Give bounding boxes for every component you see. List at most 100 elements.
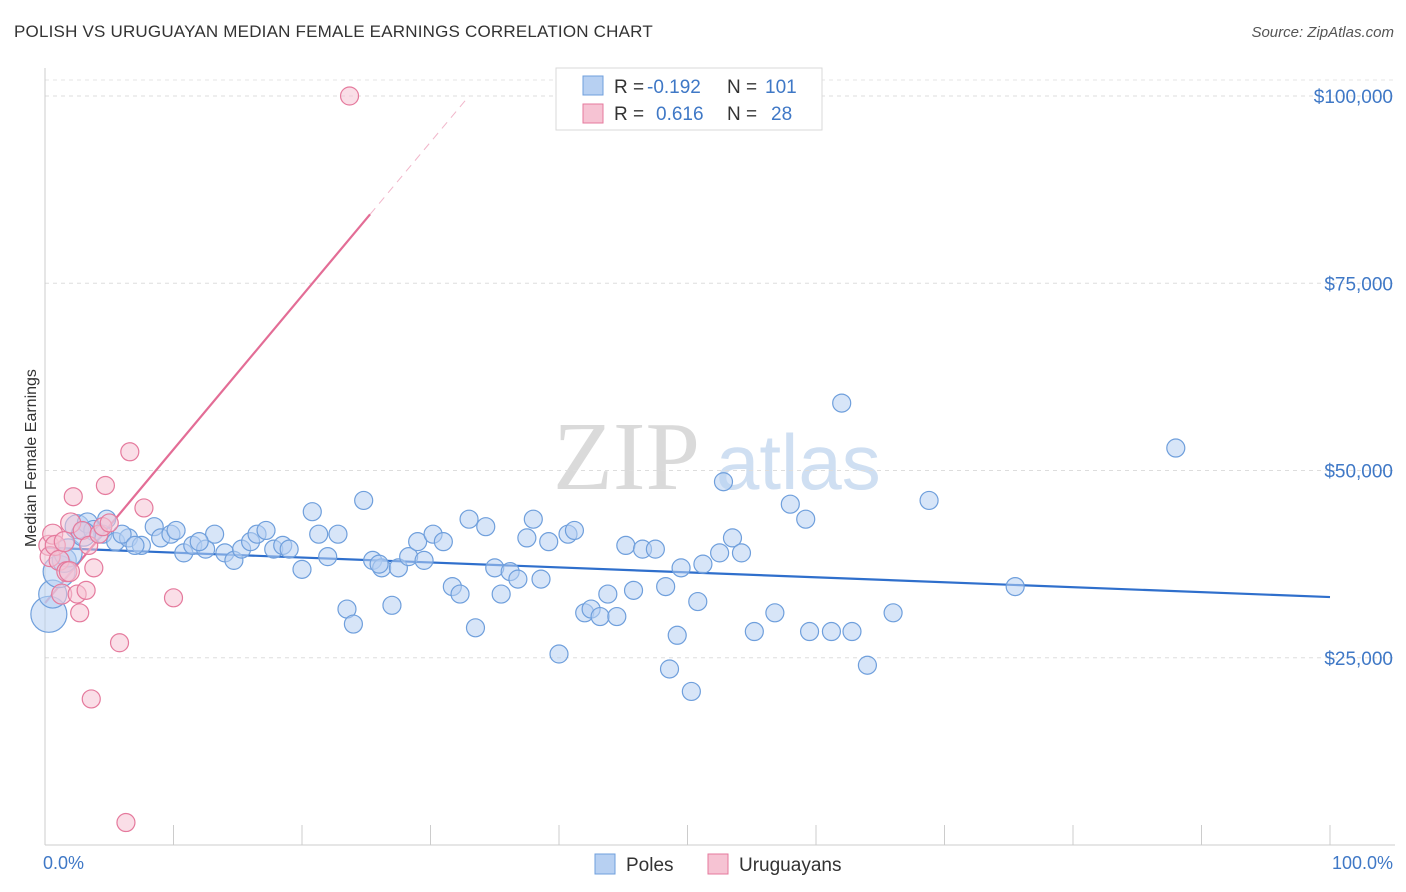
poles-point-32	[309, 524, 329, 544]
poles-point-16	[166, 520, 186, 541]
poles-point-80	[713, 472, 734, 492]
gridlines	[45, 79, 1395, 659]
poles-point-97	[112, 524, 132, 544]
poles-point-55	[508, 569, 528, 589]
y-tick-label-3: $100,000	[1314, 87, 1393, 108]
uruguayans-point-14	[76, 580, 96, 600]
legend-swatch-poles	[582, 75, 604, 96]
uruguayans-point-8	[58, 561, 81, 583]
poles-point-50	[465, 618, 486, 638]
poles-point-98	[125, 535, 145, 556]
poles-point-73	[659, 659, 680, 679]
scatter-points	[30, 86, 1186, 833]
poles-point-88	[821, 621, 842, 642]
poles-point-76	[681, 681, 701, 702]
poles-point-90	[842, 621, 862, 642]
bottom-legend-swatch-uruguayans	[707, 853, 729, 875]
poles-point-87	[799, 621, 820, 642]
poles-point-43	[408, 532, 428, 552]
y-tick-label-2: $75,000	[1324, 274, 1393, 295]
watermark-atlas: atlas	[716, 418, 881, 506]
poles-point-65	[590, 606, 610, 627]
poles-point-46	[433, 532, 453, 552]
poles-point-77	[688, 591, 708, 612]
poles-point-84	[765, 603, 785, 623]
poles-point-74	[667, 625, 687, 645]
legend-n-label-uruguayans: N =	[727, 104, 757, 125]
poles-point-71	[645, 539, 665, 559]
legend-r-value-uruguayans: 0.616	[656, 104, 704, 125]
uruguayans-point-23	[116, 812, 136, 833]
chart-title: POLISH VS URUGUAYAN MEDIAN FEMALE EARNIN…	[14, 22, 653, 41]
y-tick-label-0: $25,000	[1324, 649, 1393, 670]
legend-r-label-poles: R =	[614, 77, 644, 98]
poles-point-85	[780, 494, 800, 514]
poles-point-58	[531, 569, 551, 589]
uruguayans-point-20	[95, 475, 115, 496]
poles-point-81	[722, 528, 743, 548]
poles-point-67	[607, 606, 627, 627]
uruguayans-point-21	[99, 513, 119, 533]
poles-point-91	[857, 655, 878, 675]
legend-r-value-poles: -0.192	[647, 77, 701, 98]
poles-point-34	[328, 524, 348, 544]
poles-point-29	[279, 539, 299, 559]
poles-point-92	[883, 603, 903, 623]
poles-point-83	[744, 621, 764, 642]
poles-point-30	[292, 559, 312, 579]
poles-point-66	[598, 584, 618, 604]
poles-point-82	[731, 543, 752, 563]
legend-r-label-uruguayans: R =	[614, 104, 644, 125]
tick-labels: $25,000 $50,000 $75,000 $100,000 0.0% 100.0%	[43, 87, 1393, 873]
poles-point-57	[523, 509, 543, 529]
x-tick-label-1: 100.0%	[1332, 853, 1393, 873]
bottom-legend-swatch-poles	[594, 853, 616, 875]
poles-point-44	[414, 550, 434, 570]
legend-n-label-poles: N =	[727, 77, 757, 98]
poles-point-99	[189, 532, 209, 552]
poles-point-78	[693, 554, 713, 574]
poles-point-75	[671, 558, 691, 578]
legend-n-value-uruguayans: 28	[771, 104, 792, 125]
poles-point-94	[1005, 576, 1025, 597]
poles-point-89	[832, 393, 852, 413]
poles-point-62	[564, 520, 585, 541]
poles-point-95	[1166, 438, 1186, 458]
x-tick-label-0: 0.0%	[43, 853, 84, 873]
poles-point-48	[450, 584, 470, 604]
uruguayans-point-22	[109, 633, 130, 653]
poles-point-53	[491, 584, 511, 604]
poles-point-60	[549, 644, 569, 664]
uruguayans-point-27	[339, 86, 360, 106]
bottom-legend-label-uruguayans: Uruguayans	[739, 855, 841, 876]
uruguayans-point-12	[70, 603, 90, 623]
trend-lines	[44, 95, 1331, 604]
y-axis-label: Median Female Earnings	[23, 369, 40, 547]
poles-point-72	[656, 576, 676, 597]
uruguayans-trend-line-extension	[369, 95, 470, 215]
bottom-legend: Poles Uruguayans	[594, 853, 841, 876]
uruguayans-point-24	[120, 442, 140, 462]
uruguayans-point-10	[63, 487, 83, 507]
poles-point-37	[354, 490, 374, 511]
watermark-zip: ZIP	[553, 403, 700, 511]
legend-box: R = -0.192 N = 101 R = 0.616 N = 28	[555, 67, 823, 131]
poles-point-100	[369, 554, 389, 574]
axes	[44, 68, 1395, 846]
bottom-legend-label-poles: Poles	[626, 855, 674, 876]
uruguayans-point-16	[81, 689, 101, 709]
legend-n-value-poles: 101	[765, 77, 797, 98]
poles-point-56	[517, 528, 537, 548]
poles-point-68	[616, 535, 636, 556]
poles-point-33	[318, 547, 338, 567]
poles-point-26	[256, 520, 276, 541]
y-tick-label-1: $50,000	[1324, 462, 1393, 483]
legend-swatch-uruguayans	[582, 103, 604, 124]
poles-point-31	[302, 502, 322, 522]
poles-point-93	[919, 490, 939, 511]
poles-point-49	[459, 509, 479, 529]
source-label: Source: ZipAtlas.com	[1251, 24, 1394, 41]
poles-point-36	[343, 614, 363, 634]
poles-point-79	[710, 543, 730, 563]
